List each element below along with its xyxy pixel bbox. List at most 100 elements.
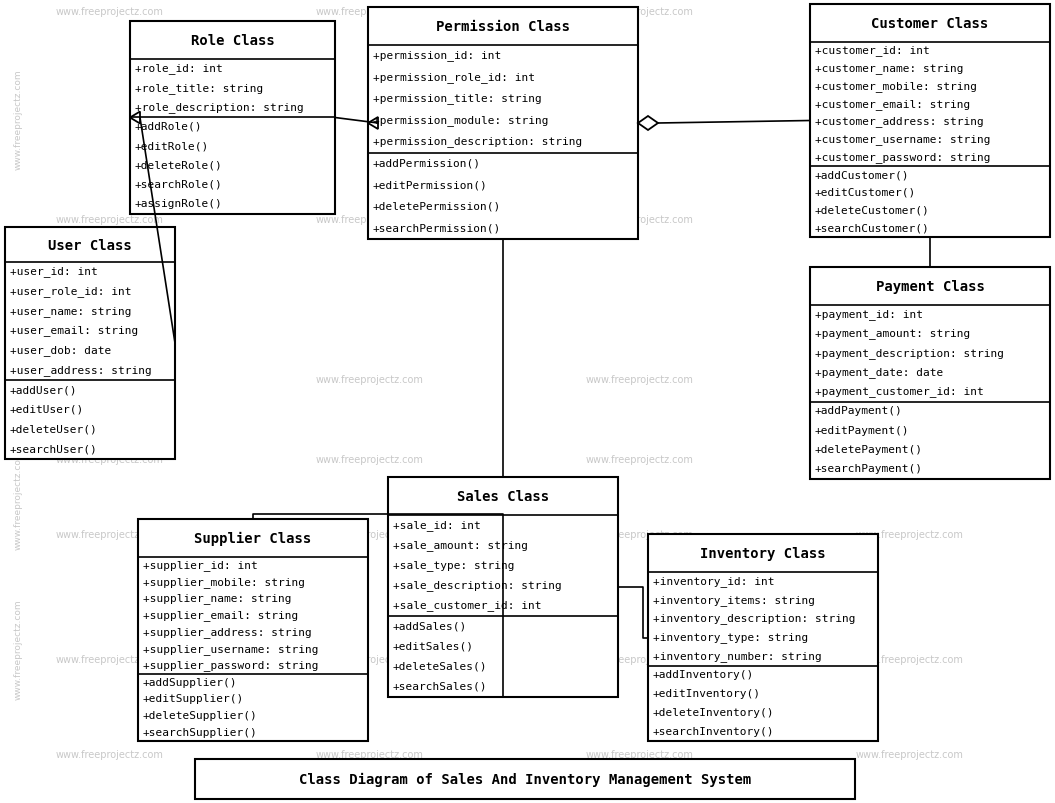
Text: www.freeprojectz.com: www.freeprojectz.com (14, 70, 22, 170)
Text: +user_role_id: int: +user_role_id: int (9, 286, 132, 296)
Text: +addPayment(): +addPayment() (816, 406, 903, 416)
Text: +permission_title: string: +permission_title: string (373, 93, 542, 104)
Text: +sale_customer_id: int: +sale_customer_id: int (394, 600, 541, 611)
Text: Payment Class: Payment Class (876, 279, 984, 294)
Bar (368, 8, 638, 240)
Text: +user_id: int: +user_id: int (9, 266, 98, 277)
Text: +searchPayment(): +searchPayment() (816, 464, 923, 474)
Text: www.freeprojectz.com: www.freeprojectz.com (856, 214, 964, 225)
Text: +inventory_id: int: +inventory_id: int (653, 575, 774, 586)
Text: +payment_amount: string: +payment_amount: string (816, 328, 971, 339)
Text: +addInventory(): +addInventory() (653, 670, 754, 679)
Text: +addUser(): +addUser() (9, 385, 77, 394)
Bar (388, 478, 618, 697)
Text: +permission_module: string: +permission_module: string (373, 115, 549, 125)
Text: www.freeprojectz.com: www.freeprojectz.com (316, 529, 424, 540)
Text: www.freeprojectz.com: www.freeprojectz.com (56, 374, 164, 385)
Text: +customer_id: int: +customer_id: int (816, 46, 929, 56)
Text: www.freeprojectz.com: www.freeprojectz.com (316, 7, 424, 17)
Text: +payment_customer_id: int: +payment_customer_id: int (816, 386, 983, 397)
Text: +permission_role_id: int: +permission_role_id: int (373, 71, 535, 83)
Text: +payment_date: date: +payment_date: date (816, 367, 943, 377)
Bar (810, 5, 1050, 238)
Text: www.freeprojectz.com: www.freeprojectz.com (56, 454, 164, 464)
Text: +addSales(): +addSales() (394, 621, 467, 630)
Text: +customer_name: string: +customer_name: string (816, 63, 963, 74)
Text: +searchRole(): +searchRole() (135, 180, 223, 190)
Text: +assignRole(): +assignRole() (135, 199, 223, 209)
Text: +user_email: string: +user_email: string (9, 325, 138, 336)
Text: www.freeprojectz.com: www.freeprojectz.com (856, 7, 964, 17)
Text: +editPermission(): +editPermission() (373, 180, 487, 190)
Text: +permission_description: string: +permission_description: string (373, 137, 582, 147)
Text: +inventory_type: string: +inventory_type: string (653, 631, 808, 642)
Text: Inventory Class: Inventory Class (701, 546, 826, 560)
Text: +editInventory(): +editInventory() (653, 688, 761, 699)
Text: +customer_email: string: +customer_email: string (816, 99, 971, 109)
Text: +user_name: string: +user_name: string (9, 305, 132, 316)
Text: www.freeprojectz.com: www.freeprojectz.com (14, 259, 22, 360)
Text: +customer_address: string: +customer_address: string (816, 116, 983, 127)
Text: www.freeprojectz.com: www.freeprojectz.com (587, 529, 694, 540)
Text: www.freeprojectz.com: www.freeprojectz.com (316, 454, 424, 464)
Text: www.freeprojectz.com: www.freeprojectz.com (587, 654, 694, 664)
Text: +customer_password: string: +customer_password: string (816, 152, 991, 162)
Text: +addRole(): +addRole() (135, 122, 203, 132)
Text: +searchSales(): +searchSales() (394, 681, 487, 691)
Text: +searchSupplier(): +searchSupplier() (143, 727, 257, 737)
Text: www.freeprojectz.com: www.freeprojectz.com (316, 214, 424, 225)
Text: www.freeprojectz.com: www.freeprojectz.com (856, 654, 964, 664)
Text: Class Diagram of Sales And Inventory Management System: Class Diagram of Sales And Inventory Man… (299, 772, 751, 786)
Text: +inventory_description: string: +inventory_description: string (653, 613, 856, 624)
Text: +supplier_id: int: +supplier_id: int (143, 560, 257, 570)
Text: +editRole(): +editRole() (135, 141, 209, 151)
Bar (648, 534, 878, 741)
Text: +supplier_password: string: +supplier_password: string (143, 659, 319, 671)
Text: +deleteCustomer(): +deleteCustomer() (816, 206, 929, 215)
Text: +searchPermission(): +searchPermission() (373, 223, 501, 233)
Text: +deleteSupplier(): +deleteSupplier() (143, 710, 257, 720)
Text: +deleteSales(): +deleteSales() (394, 661, 487, 671)
Text: +payment_description: string: +payment_description: string (816, 348, 1004, 358)
Text: www.freeprojectz.com: www.freeprojectz.com (316, 749, 424, 759)
Text: +editUser(): +editUser() (9, 404, 84, 414)
Text: +searchInventory(): +searchInventory() (653, 726, 774, 736)
Text: Customer Class: Customer Class (871, 17, 989, 31)
Text: www.freeprojectz.com: www.freeprojectz.com (856, 374, 964, 385)
Text: +searchUser(): +searchUser() (9, 443, 98, 454)
Text: +supplier_name: string: +supplier_name: string (143, 593, 291, 604)
Text: www.freeprojectz.com: www.freeprojectz.com (56, 529, 164, 540)
Text: www.freeprojectz.com: www.freeprojectz.com (587, 454, 694, 464)
Text: User Class: User Class (49, 238, 132, 252)
Text: +deleteInventory(): +deleteInventory() (653, 707, 774, 717)
Text: www.freeprojectz.com: www.freeprojectz.com (587, 749, 694, 759)
Text: +role_id: int: +role_id: int (135, 63, 223, 74)
Text: www.freeprojectz.com: www.freeprojectz.com (316, 374, 424, 385)
Text: +supplier_username: string: +supplier_username: string (143, 643, 319, 654)
Text: +editPayment(): +editPayment() (816, 425, 909, 435)
Text: +sale_description: string: +sale_description: string (394, 580, 561, 590)
Text: +supplier_mobile: string: +supplier_mobile: string (143, 576, 305, 587)
Text: www.freeprojectz.com: www.freeprojectz.com (856, 529, 964, 540)
Text: +addSupplier(): +addSupplier() (143, 677, 237, 687)
Text: +editSales(): +editSales() (394, 641, 474, 650)
Text: +deleteRole(): +deleteRole() (135, 161, 223, 170)
Text: www.freeprojectz.com: www.freeprojectz.com (56, 654, 164, 664)
Bar (195, 759, 855, 799)
Text: Role Class: Role Class (191, 34, 274, 48)
Text: +deletePermission(): +deletePermission() (373, 202, 501, 211)
Text: www.freeprojectz.com: www.freeprojectz.com (316, 654, 424, 664)
Text: www.freeprojectz.com: www.freeprojectz.com (856, 454, 964, 464)
Text: www.freeprojectz.com: www.freeprojectz.com (14, 449, 22, 549)
Text: +supplier_address: string: +supplier_address: string (143, 626, 311, 637)
Text: +editSupplier(): +editSupplier() (143, 694, 245, 703)
Bar (5, 228, 175, 459)
Text: Permission Class: Permission Class (436, 20, 570, 34)
Text: www.freeprojectz.com: www.freeprojectz.com (56, 749, 164, 759)
Bar (810, 267, 1050, 479)
Text: +addCustomer(): +addCustomer() (816, 170, 909, 180)
Text: +customer_mobile: string: +customer_mobile: string (816, 81, 977, 92)
Text: +sale_amount: string: +sale_amount: string (394, 539, 528, 550)
Text: +editCustomer(): +editCustomer() (816, 188, 916, 198)
Text: +role_description: string: +role_description: string (135, 102, 304, 112)
